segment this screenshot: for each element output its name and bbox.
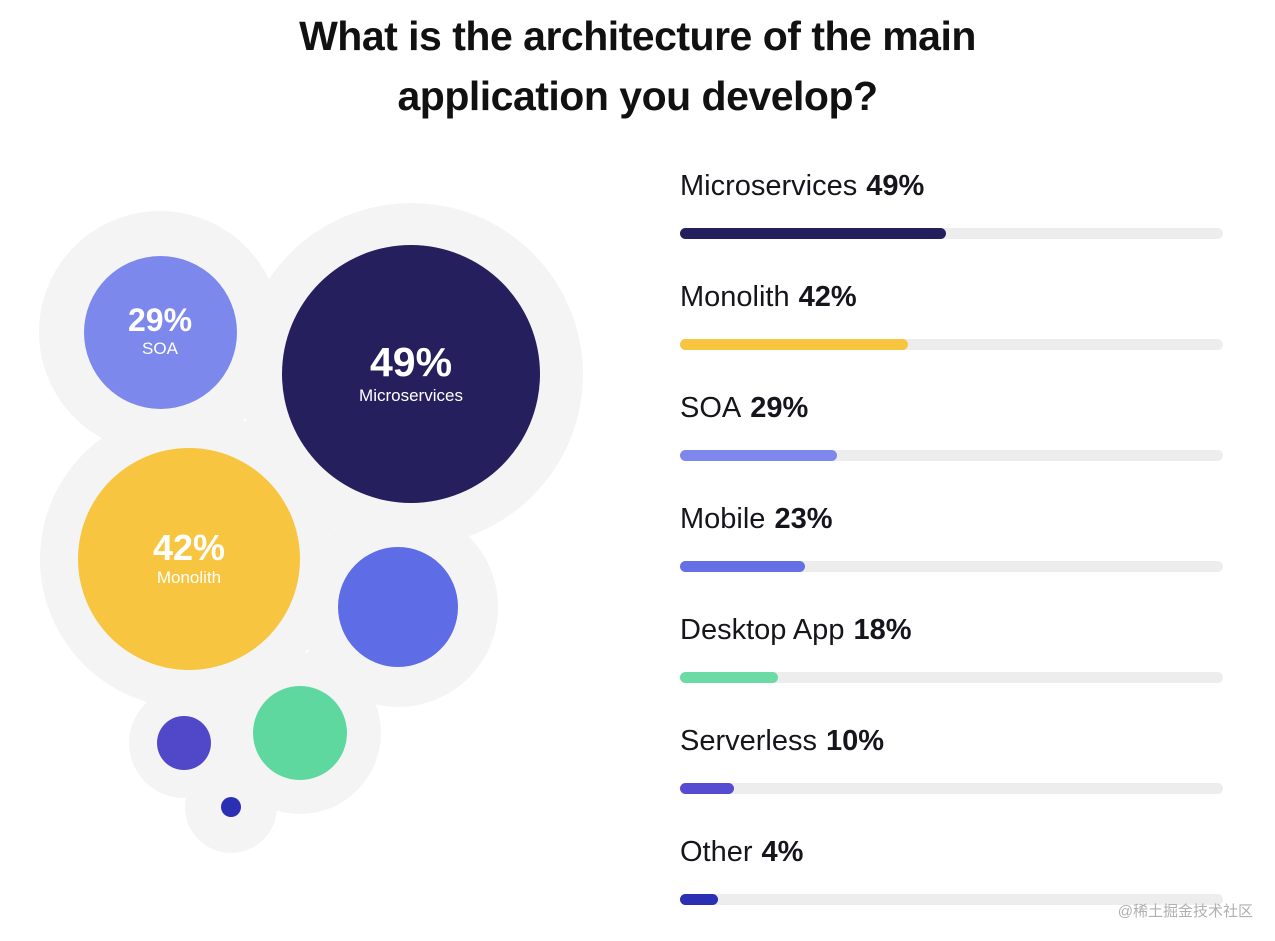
bar-fill	[680, 450, 838, 461]
bar-value-label: 4%	[761, 836, 804, 868]
bar-track	[680, 783, 1223, 794]
bar-fill	[680, 672, 778, 683]
bubble-soa: 29% SOA	[83, 255, 237, 409]
bar-value-label: 18%	[853, 614, 912, 646]
bubble-monolith: 42% Monolith	[78, 448, 300, 670]
bubble	[221, 797, 241, 817]
bubble-microservices: 49% Microservices	[282, 245, 540, 503]
bar-track	[680, 450, 1223, 461]
bar-category-label: SOA	[680, 392, 742, 424]
bar-track	[680, 561, 1223, 572]
bar-row-label: SOA 29%	[680, 391, 1223, 425]
bar-value-label: 42%	[798, 281, 857, 313]
bar-row-label: Microservices 49%	[680, 169, 1223, 203]
bar-fill	[680, 228, 947, 239]
bubble-value-label: 29%	[127, 301, 193, 338]
bar-track	[680, 672, 1223, 683]
bar-row-mobile: Mobile 23%	[680, 502, 1223, 572]
bar-row-serverless: Serverless 10%	[680, 724, 1223, 794]
bar-value-label: 23%	[774, 503, 833, 535]
bar-category-label: Other	[680, 836, 753, 868]
bar-category-label: Mobile	[680, 503, 766, 535]
bar-track	[680, 228, 1223, 239]
bar-value-label: 49%	[866, 170, 925, 202]
bar-track	[680, 894, 1223, 905]
page-title: What is the architecture of the main app…	[299, 13, 976, 119]
bar-category-label: Microservices	[680, 170, 858, 202]
bar-track	[680, 339, 1223, 350]
watermark: @稀土掘金技术社区	[1117, 903, 1253, 920]
bubble-category-label: Monolith	[156, 568, 222, 588]
bar-row-monolith: Monolith 42%	[680, 280, 1223, 350]
bar-row-other: Other 4%	[680, 835, 1223, 905]
bar-category-label: Monolith	[680, 281, 790, 313]
bar-value-label: 29%	[750, 392, 809, 424]
bar-row-microservices: Microservices 49%	[680, 169, 1223, 239]
bar-row-label: Other 4%	[680, 835, 1223, 869]
bar-fill	[680, 339, 909, 350]
bar-row-label: Monolith 42%	[680, 280, 1223, 314]
bar-category-label: Serverless	[680, 725, 817, 757]
bar-fill	[680, 783, 735, 794]
bar-fill	[680, 894, 718, 905]
bar-row-label: Desktop App 18%	[680, 613, 1223, 647]
bar-category-label: Desktop App	[680, 614, 845, 646]
bubble-category-label: Microservices	[359, 386, 463, 406]
bar-chart: Microservices 49% Monolith 42% SOA 29% Mobile 2…	[680, 169, 1223, 905]
bar-row-label: Serverless 10%	[680, 724, 1223, 758]
bar-row-desktop-app: Desktop App 18%	[680, 613, 1223, 683]
bubble	[338, 547, 458, 667]
bar-row-soa: SOA 29%	[680, 391, 1223, 461]
bubble-category-label: SOA	[142, 339, 178, 359]
bar-value-label: 10%	[826, 725, 885, 757]
bubble	[253, 686, 347, 780]
bubble	[157, 716, 211, 770]
bar-row-label: Mobile 23%	[680, 502, 1223, 536]
bubble-value-label: 49%	[369, 338, 453, 385]
bubble-value-label: 42%	[152, 526, 226, 568]
bar-fill	[680, 561, 805, 572]
